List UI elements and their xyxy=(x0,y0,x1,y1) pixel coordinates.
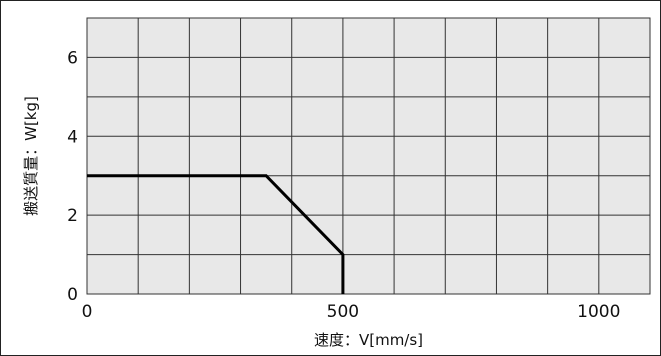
y-tick-labels: 0 2 4 6 xyxy=(67,48,78,305)
x-axis-label: 速度：V[mm/s] xyxy=(314,331,423,349)
y-tick-label: 2 xyxy=(67,206,78,226)
x-tick-label: 1000 xyxy=(577,302,620,322)
series-group xyxy=(87,174,345,294)
y-tick-label: 4 xyxy=(67,127,78,147)
x-tick-labels: 0 500 1000 xyxy=(82,302,621,322)
y-tick-label: 0 xyxy=(67,285,78,305)
x-tick-label: 500 xyxy=(327,302,359,322)
series-line-0 xyxy=(87,174,345,294)
y-tick-label: 6 xyxy=(67,48,78,68)
x-tick-label: 0 xyxy=(82,302,93,322)
y-axis-label: 搬送質量：W[kg] xyxy=(22,96,40,216)
plot-area xyxy=(86,17,651,295)
